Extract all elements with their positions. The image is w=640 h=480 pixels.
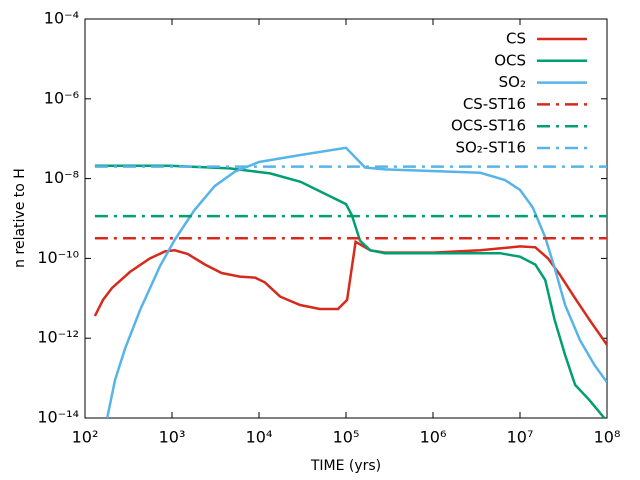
x-tick-label: 10⁵ — [333, 428, 360, 447]
y-tick-label: 10⁻¹² — [37, 328, 79, 347]
y-axis-label: n relative to H — [12, 168, 28, 268]
y-tick-label: 10⁻¹⁰ — [37, 248, 79, 267]
legend-label: CS-ST16 — [463, 95, 526, 113]
x-tick-label: 10³ — [159, 428, 186, 447]
x-tick-label: 10⁶ — [420, 428, 447, 447]
legend-label: OCS — [494, 51, 526, 69]
x-tick-label: 10⁸ — [594, 428, 621, 447]
legend-label: CS — [506, 30, 526, 48]
x-tick-label: 10² — [72, 428, 99, 447]
x-tick-label: 10⁷ — [507, 428, 534, 447]
legend-label: SO₂-ST16 — [455, 139, 526, 157]
x-axis-label: TIME (yrs) — [310, 458, 381, 474]
series-line — [105, 146, 607, 418]
y-tick-label: 10⁻⁶ — [44, 88, 79, 107]
series-line — [94, 164, 606, 418]
plot-frame — [84, 18, 608, 419]
x-tick-label: 10⁴ — [246, 428, 273, 447]
legend-label: OCS-ST16 — [451, 117, 526, 135]
y-tick-label: 10⁻⁸ — [44, 168, 79, 187]
y-tick-label: 10⁻¹⁴ — [37, 408, 79, 427]
legend-label: SO₂ — [499, 73, 526, 91]
y-tick-label: 10⁻⁴ — [44, 9, 79, 28]
series-line — [93, 239, 607, 346]
